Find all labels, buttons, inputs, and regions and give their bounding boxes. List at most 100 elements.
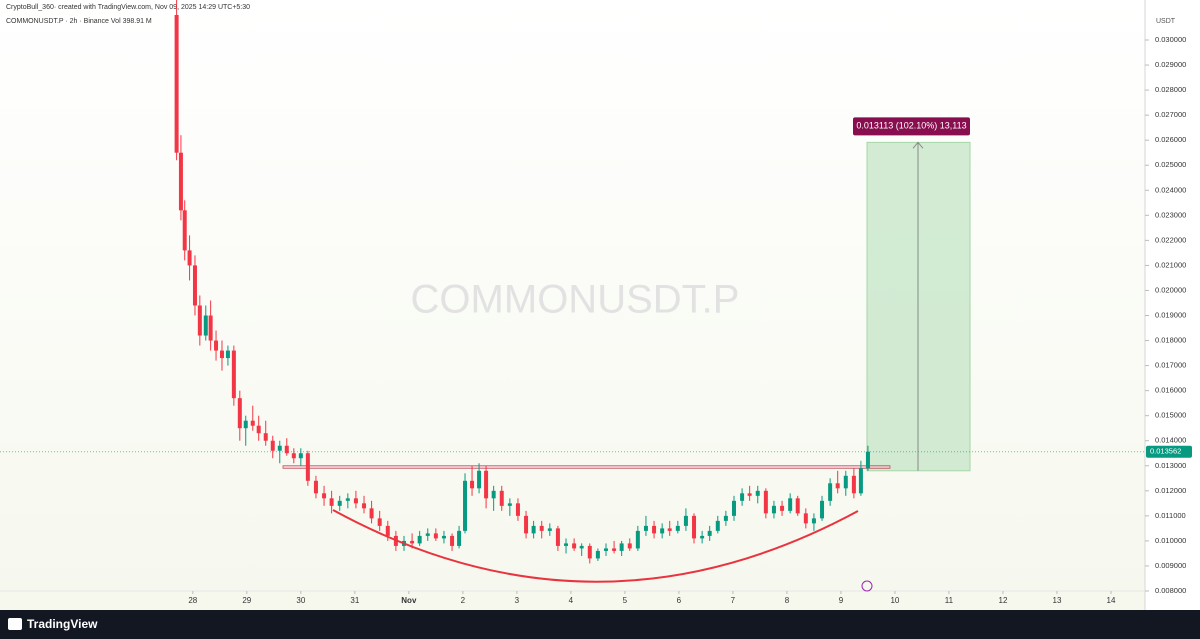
candle-body [564,543,569,546]
x-tick-label: Nov [401,596,417,605]
candle-body [811,518,816,524]
candle-body [835,483,840,489]
candle-body [612,548,617,551]
candle-body [865,451,870,469]
y-tick-label: 0.008000 [1155,586,1186,595]
candle-body [771,505,776,514]
x-tick-label: 3 [515,596,520,605]
candle-body [820,500,825,519]
candle-body [425,533,430,536]
y-tick-label: 0.011000 [1155,511,1186,520]
candle-body [755,490,760,496]
x-tick-label: 5 [623,596,628,605]
y-tick-label: 0.009000 [1155,561,1186,570]
candle-body [851,475,856,494]
candle-body [572,543,577,549]
y-tick-label: 0.020000 [1155,285,1186,294]
candle-body [595,550,600,559]
resistance-zone [282,465,891,469]
candle-body [579,545,584,549]
y-tick-label: 0.014000 [1155,436,1186,445]
y-tick-label: 0.021000 [1155,260,1186,269]
y-tick-label: 0.016000 [1155,386,1186,395]
candle-body [524,515,529,534]
candle-body [747,493,752,496]
y-tick-label: 0.025000 [1155,160,1186,169]
candle-body [667,528,672,531]
candle-body [477,470,482,489]
candle-body [652,525,657,534]
candle-body [507,503,512,506]
candle-body [515,503,520,516]
last-price-badge [1146,445,1192,458]
candle-body [803,513,808,524]
candle-body [788,498,793,511]
x-tick-label: 2 [461,596,466,605]
candle-body [197,305,202,336]
candle-body [555,528,560,546]
x-tick-label: 8 [785,596,790,605]
y-tick-label: 0.010000 [1155,536,1186,545]
candle-body [369,508,374,519]
candle-body [858,468,863,494]
candle-body [627,543,632,549]
x-tick-label: 10 [890,596,899,605]
x-tick-label: 13 [1053,596,1062,605]
target-arrow-head [912,141,924,149]
y-tick-label: 0.027000 [1155,110,1186,119]
candle-body [305,453,310,481]
candle-body [208,315,213,341]
y-tick-label: 0.026000 [1155,135,1186,144]
candle-body [219,350,224,359]
candle-body [715,520,720,531]
candle-body [531,525,536,534]
candle-body [178,152,183,211]
candle-body [214,340,219,351]
candle-body [675,525,680,531]
candle-body [417,535,422,544]
candle-body [441,535,446,539]
candle-body [270,440,275,451]
x-tick-label: 4 [569,596,574,605]
brand: TradingView [27,617,98,631]
candle-body [182,210,187,251]
candle-body [284,445,289,454]
x-tick-label: 28 [188,596,197,605]
candle-body [225,350,230,359]
candle-body [499,490,504,506]
candle-body [298,453,303,459]
x-tick-label: 11 [945,596,954,605]
y-tick-label: 0.015000 [1155,411,1186,420]
candle-body [491,490,496,499]
candle-body [740,493,745,501]
candle-body [291,453,296,459]
candle-body [433,533,438,539]
watermark: COMMONUSDT.P [411,278,740,322]
candle-body [256,425,261,434]
candle-body [707,530,712,536]
candle-body [237,398,242,429]
candle-body [457,530,462,546]
candle-body [410,540,415,544]
candle-body [463,480,468,531]
last-price-label: 0.013562 [1150,447,1181,456]
price-axis-background [1145,0,1200,610]
candle-body [243,420,248,429]
candle-body [603,548,608,551]
y-tick-label: 0.023000 [1155,210,1186,219]
candle-body [683,515,688,526]
x-tick-label: 7 [731,596,736,605]
candle-body [329,498,334,506]
candle-body [700,535,705,539]
x-tick-label: 14 [1107,596,1116,605]
candle-body [470,480,475,489]
candle-body [539,525,544,531]
candle-body [345,498,350,501]
candle-body [643,525,648,531]
candle-body [377,518,382,526]
y-tick-label: 0.028000 [1155,85,1186,94]
candle-body [763,490,768,514]
x-tick-label: 30 [296,596,305,605]
axis-unit: USDT [1156,18,1176,25]
y-tick-label: 0.022000 [1155,235,1186,244]
